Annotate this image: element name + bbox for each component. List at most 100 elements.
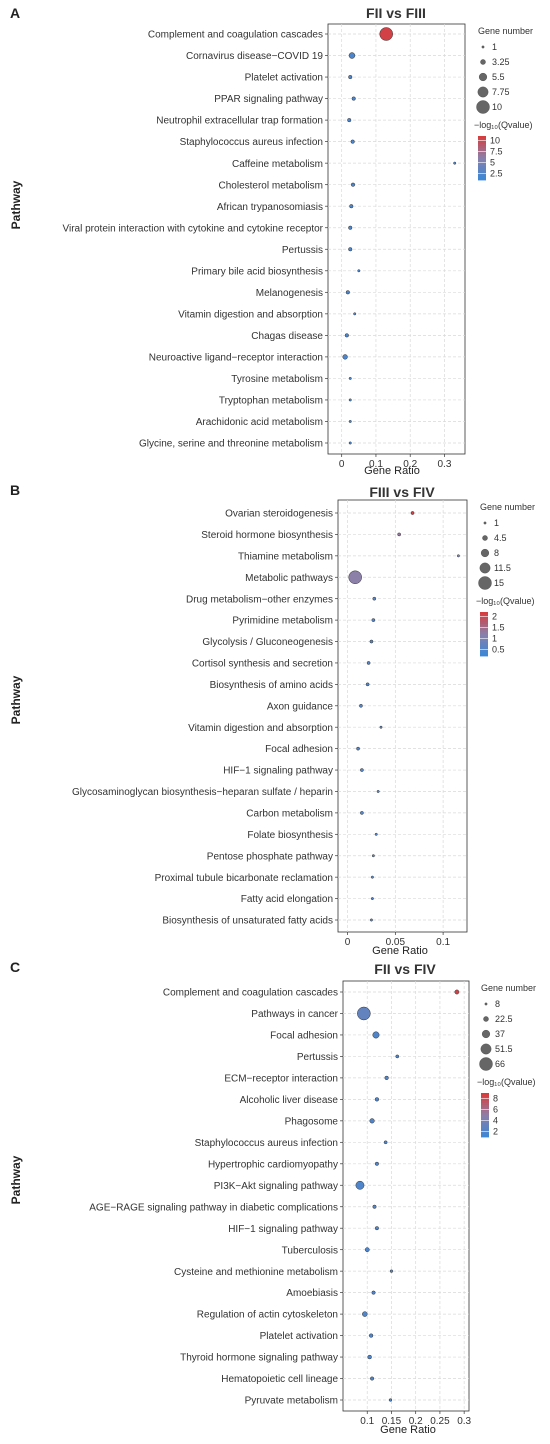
data-point [347,118,352,123]
data-point [353,312,357,316]
color-bar-segment [481,1123,489,1126]
color-bar-segment [480,616,488,619]
x-tick-label: 0.15 [382,1416,402,1427]
data-point [362,1311,368,1317]
data-point [456,554,460,558]
data-point [348,441,352,445]
data-point [345,290,350,295]
y-tick-label: Amoebiasis [286,1288,338,1299]
x-tick-label: 0.1 [369,459,383,470]
color-bar-segment [480,634,488,637]
color-bar-segment [480,614,488,617]
data-point [369,918,373,922]
y-tick-label: Axon guidance [267,701,334,712]
color-bar-segment [478,144,486,147]
color-bar-segment [480,646,488,649]
data-point [348,75,353,80]
y-tick-label: Pyruvate metabolism [245,1396,338,1407]
color-bar-segment [478,160,486,163]
data-point [372,1031,380,1039]
y-tick-label: Pathways in cancer [251,1009,338,1020]
y-tick-label: ECM−receptor interaction [224,1073,338,1084]
x-axis-label: Gene Ratio [380,1424,436,1436]
size-legend-key [480,59,486,65]
color-bar-segment [480,628,488,631]
data-point [348,420,352,423]
size-legend: Gene number 1 3.25 5.5 7.75 10 [476,26,533,114]
data-point [348,398,352,402]
color-bar-segment [481,1103,489,1106]
color-bar-segment [481,1117,489,1120]
color-bar-segment [480,636,488,639]
color-legend-label: 5 [490,157,495,167]
y-tick-label: Folate biosynthesis [247,830,333,841]
color-bar-segment [478,162,486,165]
size-legend-key [477,86,489,98]
data-point [374,1097,380,1102]
color-legend-label: 1.5 [492,622,505,632]
size-legend-key [483,521,487,525]
data-point [383,1140,388,1145]
x-tick-label: 0 [345,937,351,948]
y-tick-label: Complement and coagulation cascades [148,30,323,41]
panel-label: B [10,482,20,498]
color-bar-segment [481,1125,489,1128]
y-tick-label: Pyrimidine metabolism [232,616,333,627]
color-bar-segment [478,140,486,143]
color-bar-segment [478,156,486,159]
y-tick-label: Glycosaminoglycan biosynthesis−heparan s… [72,787,333,798]
y-tick-label: Hypertrophic cardiomyopathy [208,1159,338,1170]
size-legend-label: 1 [494,518,499,528]
color-bar-segment [481,1115,489,1118]
color-legend-label: 1 [492,633,497,643]
y-tick-label: Regulation of actin cytoskeleton [197,1310,338,1321]
x-tick-label: 0.25 [430,1416,450,1427]
x-tick-label: 0.3 [437,459,451,470]
color-bar-segment [481,1127,489,1130]
data-point [357,1006,371,1021]
size-legend-key [478,576,492,590]
y-tick-label: Pentose phosphate pathway [207,851,333,862]
color-legend-title: −log₁₀(Qvalue) [476,596,535,606]
y-tick-label: Pertussis [282,245,323,256]
color-bar-segment [481,1107,489,1110]
data-point [371,854,375,858]
size-legend-key [480,1043,492,1055]
color-bar-segment [480,630,488,633]
color-bar-segment [480,642,488,645]
size-legend-key [480,548,490,558]
y-axis-label: Pathway [9,180,23,229]
size-legend-key [483,1016,489,1022]
size-legend: Gene number 8 22.5 37 51.5 66 [479,983,536,1071]
data-point [348,225,353,230]
color-bar-segment [480,644,488,647]
size-legend-label: 7.75 [492,87,510,97]
data-point [370,897,374,901]
color-bar-segment [481,1111,489,1114]
x-tick-label: 0.1 [436,937,450,948]
data-point [374,832,378,836]
data-point [359,703,363,708]
data-point [357,269,361,273]
data-point [371,1290,376,1295]
size-legend-label: 8 [494,548,499,558]
y-tick-label: Glycolysis / Gluconeogenesis [202,637,333,648]
color-legend-label: 0.5 [492,644,505,654]
color-bar-segment [478,176,486,179]
y-tick-label: HIF−1 signaling pathway [223,766,333,777]
data-point [342,354,348,360]
color-legend: −log₁₀(Qvalue) 21.510.5 [476,596,535,657]
color-bar-segment [478,152,486,155]
data-point [453,161,457,165]
x-tick-label: 0.05 [386,937,406,948]
color-legend-title: −log₁₀(Qvalue) [477,1077,536,1087]
color-bar-segment [478,138,486,141]
data-point [370,875,374,879]
plot-area [337,499,468,933]
y-tick-label: Steroid hormone biosynthesis [201,530,333,541]
panel-label: A [10,5,20,21]
color-bar-segment [478,170,486,173]
y-tick-label: African trypanosomiasis [217,202,323,213]
color-bar-segment [478,164,486,167]
x-axis-label: Gene Ratio [372,945,428,957]
